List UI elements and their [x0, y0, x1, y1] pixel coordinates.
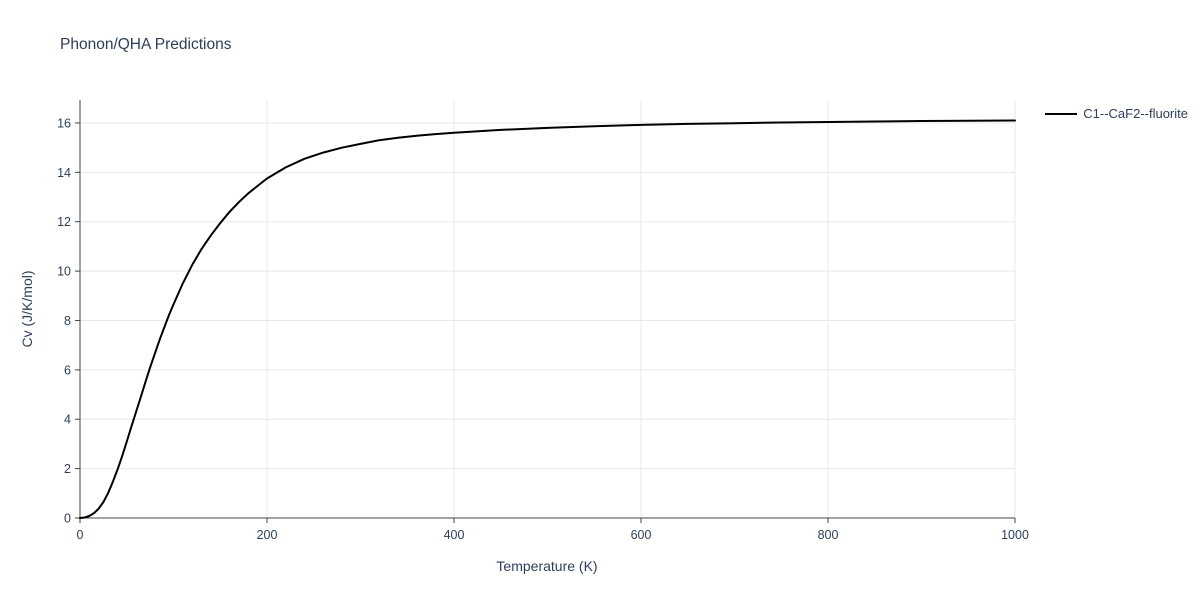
y-tick-label: 0	[64, 512, 71, 526]
x-tick-label: 800	[818, 528, 839, 542]
y-tick-label: 12	[57, 215, 71, 229]
y-tick-label: 4	[64, 413, 71, 427]
legend-item[interactable]: C1--CaF2--fluorite	[1045, 106, 1188, 121]
y-tick-label: 16	[57, 116, 71, 130]
y-tick-label: 10	[57, 265, 71, 279]
y-tick-label: 2	[64, 462, 71, 476]
chart-title: Phonon/QHA Predictions	[60, 36, 232, 53]
y-axis-title: Cv (J/K/mol)	[19, 270, 35, 348]
x-axis-title: Temperature (K)	[496, 558, 598, 574]
y-tick-label: 8	[64, 314, 71, 328]
series-line[interactable]	[79, 119, 1016, 519]
legend-line-swatch	[1045, 112, 1078, 115]
x-tick-label: 1000	[1001, 528, 1029, 542]
x-tick-label: 0	[77, 528, 84, 542]
x-tick-label: 200	[257, 528, 278, 542]
x-tick-label: 400	[444, 528, 465, 542]
y-tick-label: 6	[64, 363, 71, 377]
y-tick-label: 14	[57, 166, 71, 180]
legend-label: C1--CaF2--fluorite	[1083, 106, 1188, 121]
x-tick-label: 600	[631, 528, 652, 542]
